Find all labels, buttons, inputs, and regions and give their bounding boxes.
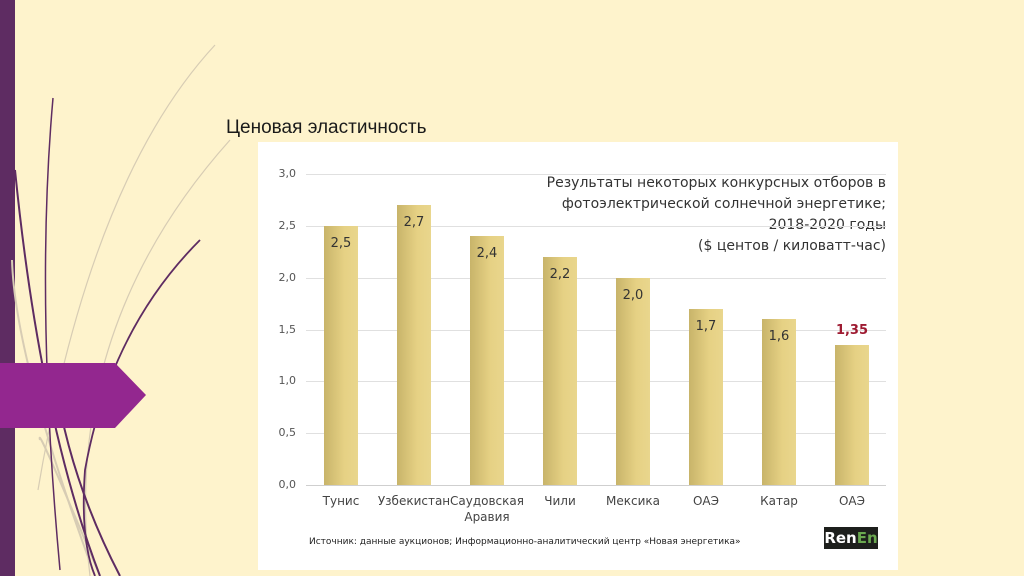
gridline <box>306 174 886 175</box>
y-tick-label: 2,5 <box>278 218 297 232</box>
x-category-line: Аравия <box>464 510 510 524</box>
x-category-label: Мексика <box>588 493 678 509</box>
chart-title-line: ($ центов / киловатт-час) <box>698 238 886 254</box>
left-accent-bar <box>0 0 15 576</box>
x-category-label: Катар <box>734 493 824 509</box>
chart-title: Результаты некоторых конкурсных отборов … <box>466 173 886 257</box>
x-category-label: Тунис <box>296 493 386 509</box>
renen-logo: RenEn <box>824 527 878 549</box>
y-tick-label: 1,0 <box>278 374 297 388</box>
x-axis-line <box>306 485 886 486</box>
gridline <box>306 225 886 227</box>
x-category-line: ОАЭ <box>692 494 720 508</box>
x-category-line: Узбекистан <box>377 494 451 508</box>
gridline <box>306 277 886 279</box>
x-category-line: ОАЭ <box>838 494 866 508</box>
x-category-line: Чили <box>544 494 576 508</box>
y-tick-label: 2,0 <box>278 270 297 284</box>
logo-part1: Ren <box>824 529 857 547</box>
y-tick-label: 0,5 <box>278 426 297 440</box>
bar <box>689 308 723 485</box>
x-category-line: Тунис <box>322 494 360 508</box>
gridline <box>306 433 886 435</box>
bar <box>616 277 650 485</box>
x-category-label: ОАЭ <box>807 493 897 509</box>
bar-value-label: 2,4 <box>476 246 498 262</box>
gridline <box>306 381 886 383</box>
bar <box>543 256 577 485</box>
y-tick-label: 3,0 <box>278 167 297 180</box>
gridline <box>306 329 886 331</box>
x-category-label: Узбекистан <box>369 493 459 509</box>
bar-value-label: 1,6 <box>768 329 790 345</box>
bar <box>835 345 869 485</box>
bar <box>470 236 504 485</box>
y-tick-label: 0,0 <box>278 478 297 491</box>
bar-value-label: 1,7 <box>695 318 717 334</box>
x-category-line: Мексика <box>606 494 660 508</box>
bar-value-label: 1,35 <box>835 323 869 339</box>
bar <box>324 225 358 485</box>
x-category-line: Катар <box>760 494 798 508</box>
chart-title-line: фотоэлектрической солнечной энергетике; <box>561 196 886 212</box>
x-category-label: ОАЭ <box>661 493 751 509</box>
chart-panel: Результаты некоторых конкурсных отборов … <box>258 142 898 570</box>
chart-title-line: Результаты некоторых конкурсных отборов … <box>546 175 886 191</box>
slide-title: Ценовая эластичность <box>226 117 427 138</box>
chart-title-line: 2018-2020 годы <box>768 217 886 233</box>
x-category-label: Саудовская Аравия <box>442 493 532 525</box>
y-tick-label: 1,5 <box>278 322 297 336</box>
bar <box>762 319 796 485</box>
source-note: Источник: данные аукционов; Информационн… <box>309 537 741 547</box>
x-category-label: Чили <box>515 493 605 509</box>
bar-value-label: 2,2 <box>549 266 571 282</box>
bar-value-label: 2,7 <box>403 215 425 231</box>
bar-value-label: 2,0 <box>622 287 644 303</box>
bar <box>397 205 431 485</box>
logo-part2: En <box>856 529 878 547</box>
bar-value-label: 2,5 <box>330 235 352 251</box>
x-category-line: Саудовская <box>450 494 524 508</box>
